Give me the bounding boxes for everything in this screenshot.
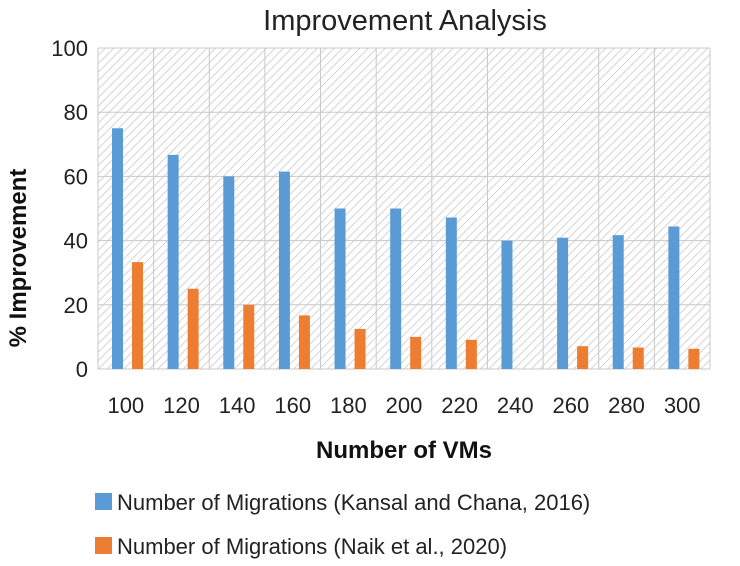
bar-series-1 [445,217,457,369]
bar-series-2 [688,348,700,369]
x-tick-label: 200 [386,393,423,418]
plot-area-background [98,48,710,369]
bar-series-2 [577,346,589,369]
legend-label-1: Number of Migrations (Kansal and Chana, … [117,490,590,515]
x-tick-label: 180 [330,393,367,418]
bar-series-1 [501,240,513,369]
legend: Number of Migrations (Kansal and Chana, … [95,490,590,559]
grid [97,47,711,370]
bar-series-1 [334,208,346,369]
bar-series-2 [243,304,255,369]
bar-series-2 [132,262,143,369]
legend-swatch-2 [95,537,112,554]
bar-series-2 [632,347,644,369]
bars [112,128,700,369]
bar-series-2 [465,339,477,369]
bar-series-2 [354,328,366,369]
bar-series-1 [668,226,680,369]
x-axis-ticks: 100 120 140 160 180 200 220 240 260 280 300 [107,393,700,418]
bar-series-2 [410,336,422,369]
y-tick-label: 100 [51,36,88,61]
x-tick-label: 300 [664,393,701,418]
chart-title: Improvement Analysis [263,5,547,37]
bar-series-1 [390,208,402,369]
bar-series-1 [112,128,123,369]
legend-label-2: Number of Migrations (Naik et al., 2020) [117,534,507,559]
x-tick-label: 140 [219,393,256,418]
y-tick-label: 80 [64,100,88,125]
y-axis-ticks: 0 20 40 60 80 100 [51,36,88,382]
bar-series-1 [612,235,624,369]
x-tick-label: 260 [553,393,590,418]
y-tick-label: 0 [76,357,88,382]
y-tick-label: 60 [64,164,88,189]
y-tick-label: 40 [64,229,88,254]
bar-series-2 [187,288,199,369]
bar-series-1 [557,237,569,369]
bar-series-1 [278,171,290,369]
x-tick-label: 100 [107,393,144,418]
bar-series-2 [298,315,310,369]
bar-series-1 [223,176,235,369]
x-tick-label: 160 [274,393,311,418]
x-tick-label: 120 [163,393,200,418]
x-tick-label: 280 [608,393,645,418]
x-tick-label: 220 [441,393,478,418]
bar-series-1 [167,154,179,369]
y-axis-label: % Improvement [5,169,32,348]
x-tick-label: 240 [497,393,534,418]
legend-swatch-1 [95,493,112,510]
y-tick-label: 20 [64,293,88,318]
x-axis-label: Number of VMs [316,437,492,464]
